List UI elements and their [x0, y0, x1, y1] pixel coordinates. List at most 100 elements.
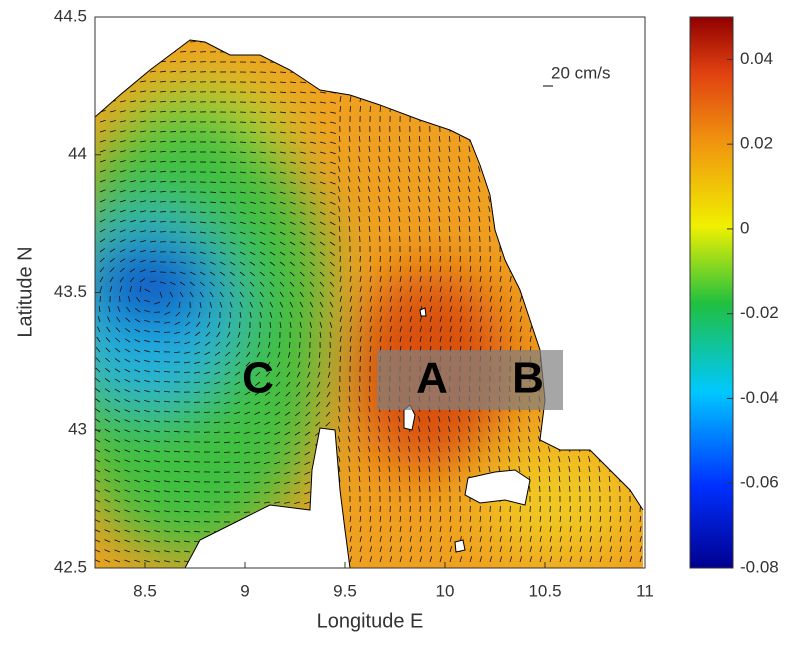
current-arrow: [590, 56, 592, 62]
current-arrow: [620, 296, 622, 302]
current-arrow: [164, 332, 170, 333]
current-arrow: [310, 62, 316, 63]
current-arrow: [629, 136, 630, 142]
current-arrow: [530, 26, 531, 32]
current-arrow: [360, 26, 361, 32]
current-arrow: [640, 86, 641, 92]
current-arrow: [640, 316, 642, 322]
current-arrow: [580, 296, 582, 302]
current-arrow: [540, 336, 541, 342]
current-arrow: [460, 96, 461, 102]
current-arrow: [620, 356, 621, 362]
current-arrow: [638, 436, 640, 442]
current-arrow: [628, 426, 630, 432]
current-arrow: [588, 436, 590, 442]
current-arrow: [618, 426, 620, 432]
current-arrow: [260, 102, 266, 103]
current-arrow: [130, 21, 136, 22]
current-arrow: [330, 82, 336, 83]
current-arrow: [325, 462, 330, 465]
current-arrow: [350, 36, 352, 42]
current-arrow: [110, 71, 116, 72]
current-arrow: [540, 276, 541, 282]
current-arrow: [580, 36, 582, 42]
current-arrow: [120, 51, 126, 52]
current-arrow: [314, 542, 320, 543]
current-arrow: [590, 106, 591, 112]
current-arrow: [519, 226, 520, 232]
current-arrow: [400, 66, 402, 72]
current-arrow: [598, 446, 600, 452]
current-arrow: [549, 226, 550, 232]
current-arrow: [609, 206, 610, 212]
current-arrow: [538, 196, 540, 202]
current-arrow: [640, 356, 641, 362]
current-arrow: [560, 56, 562, 62]
current-arrow: [220, 172, 226, 173]
current-arrow: [350, 46, 352, 52]
current-arrow: [180, 21, 186, 22]
current-arrow: [294, 562, 300, 563]
current-arrow: [610, 336, 611, 342]
current-arrow: [528, 166, 530, 172]
current-arrow: [420, 56, 422, 62]
current-arrow: [529, 206, 530, 212]
current-arrow: [590, 356, 591, 362]
current-arrow: [204, 531, 210, 532]
current-arrow: [420, 96, 421, 102]
current-arrow: [540, 26, 541, 32]
current-arrow: [510, 66, 512, 72]
current-arrow: [330, 22, 336, 23]
current-arrow: [519, 136, 520, 142]
current-arrow: [500, 66, 502, 72]
current-arrow: [610, 326, 612, 332]
current-arrow: [170, 141, 176, 142]
current-arrow: [550, 86, 551, 92]
current-arrow: [570, 276, 571, 282]
current-arrow: [420, 86, 421, 92]
current-arrow: [170, 31, 176, 32]
current-arrow: [490, 96, 491, 102]
current-arrow: [325, 442, 330, 446]
current-arrow: [370, 26, 371, 32]
current-arrow: [480, 26, 481, 32]
colorbar-tick-label: 0: [740, 218, 749, 237]
current-arrow: [440, 86, 441, 92]
current-arrow: [590, 286, 591, 292]
current-arrow: [204, 551, 210, 552]
current-arrow: [570, 296, 572, 302]
current-arrow: [570, 326, 572, 332]
current-arrow: [549, 136, 550, 142]
current-arrow: [498, 186, 500, 192]
current-arrow: [370, 36, 372, 42]
current-arrow: [100, 21, 106, 22]
current-arrow: [529, 226, 530, 232]
current-arrow: [488, 176, 490, 182]
current-arrow: [390, 96, 391, 102]
current-arrow: [630, 66, 632, 72]
current-arrow: [628, 166, 630, 172]
current-arrow: [360, 46, 362, 52]
current-arrow: [110, 51, 116, 52]
current-arrow: [350, 76, 352, 82]
current-arrow: [460, 106, 461, 112]
current-arrow: [340, 526, 341, 532]
current-arrow: [264, 522, 270, 523]
y-tick-label: 43: [68, 420, 87, 439]
current-arrow: [480, 56, 482, 62]
current-arrow: [620, 36, 622, 42]
current-arrow: [140, 41, 146, 42]
current-arrow: [530, 286, 531, 292]
current-arrow: [560, 36, 562, 42]
current-arrow: [609, 136, 610, 142]
current-arrow: [639, 226, 640, 232]
current-arrow: [300, 42, 306, 43]
current-arrow: [440, 56, 442, 62]
current-arrow: [559, 226, 560, 232]
current-arrow: [609, 146, 610, 152]
current-arrow: [579, 386, 580, 392]
current-arrow: [600, 296, 602, 302]
current-arrow: [204, 541, 210, 542]
current-arrow: [569, 136, 570, 142]
current-arrow: [619, 206, 620, 212]
